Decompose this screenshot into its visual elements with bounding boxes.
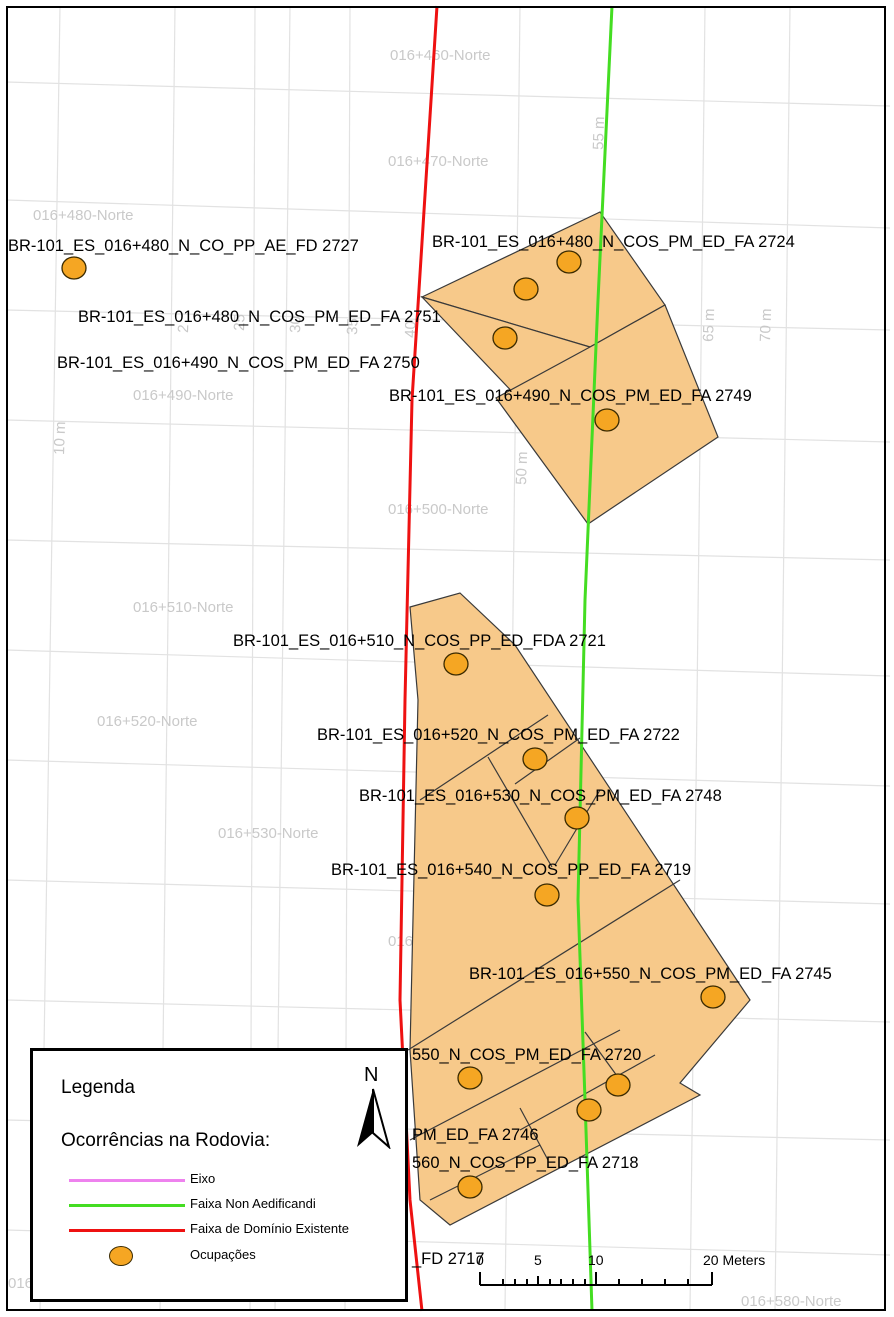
occurrence-label[interactable]: 550_N_COS_PM_ED_FA 2720 — [412, 1046, 641, 1064]
chainage-label: 016+470-Norte — [388, 153, 489, 170]
non-aedificandi-line-icon — [69, 1204, 185, 1207]
occupation-point[interactable] — [594, 408, 620, 432]
chainage-label: 016+520-Norte — [97, 713, 198, 730]
distance-label: 65 m — [700, 308, 718, 342]
north-arrow-icon: N — [357, 1064, 391, 1149]
distance-label: 50 m — [513, 451, 531, 485]
chainage-label: 016+510-Norte — [133, 599, 234, 616]
occurrence-label[interactable]: BR-101_ES_016+480_N_CO_PP_AE_FD 2727 — [8, 237, 359, 255]
occupation-point[interactable] — [522, 747, 548, 771]
ghost-labels: 016+460-Norte 016+470-Norte 016+480-Nort… — [8, 47, 842, 1310]
occupation-point[interactable] — [457, 1175, 483, 1199]
legend-item-dominio: Faixa de Domínio Existente — [33, 1219, 405, 1241]
chainage-label: 016+460-Norte — [390, 47, 491, 64]
legend-title: Legenda — [61, 1077, 135, 1098]
occurrence-label[interactable]: BR-101_ES_016+480_N_COS_PM_ED_FA 2724 — [432, 233, 795, 251]
occupation-point[interactable] — [605, 1073, 631, 1097]
occupation-point[interactable] — [443, 652, 469, 676]
occurrence-label[interactable]: BR-101_ES_016+490_N_COS_PM_ED_FA 2749 — [389, 387, 752, 405]
scale-bar: 0 5 10 20 Meters — [476, 1252, 765, 1286]
legend-subtitle: Ocorrências na Rodovia: — [61, 1130, 271, 1151]
occupation-point[interactable] — [534, 883, 560, 907]
occupation-point[interactable] — [564, 806, 590, 830]
parcel[interactable] — [409, 592, 751, 1226]
legend-item-label: Eixo — [190, 1171, 216, 1186]
occurrence-label[interactable]: BR-101_ES_016+520_N_COS_PM_ED_FA 2722 — [317, 726, 680, 744]
distance-label: 25 — [231, 314, 249, 331]
occupation-point[interactable] — [513, 277, 539, 301]
chainage-label: 016+530-Norte — [218, 825, 319, 842]
chainage-label: 016+480-Norte — [33, 207, 134, 224]
occurrence-label[interactable]: BR-101_ES_016+480_N_COS_PM_ED_FA 2751 — [78, 308, 441, 326]
occupation-point[interactable] — [61, 256, 87, 280]
occurrence-label[interactable]: PM_ED_FA 2746 — [412, 1126, 539, 1144]
dominio-line-icon — [69, 1229, 185, 1232]
occurrence-label[interactable]: BR-101_ES_016+540_N_COS_PP_ED_FA 2719 — [331, 861, 691, 879]
occupation-point[interactable] — [700, 985, 726, 1009]
legend-item-non-aedificandi: Faixa Non Aedificandi — [33, 1194, 405, 1216]
distance-label: 2 — [175, 324, 192, 333]
scale-tick-label: 5 — [534, 1252, 542, 1268]
faixa-non-aedificandi-line[interactable] — [576, 5, 614, 1312]
chainage-label: 016+580-Norte — [741, 1293, 842, 1310]
legend-item-label: Faixa de Domínio Existente — [190, 1221, 349, 1236]
route-lines — [398, 5, 614, 1312]
scale-tick-label: 20 Meters — [703, 1252, 765, 1268]
legend-item-eixo: Eixo — [33, 1169, 405, 1191]
faixa-dominio-line[interactable] — [398, 5, 439, 1312]
occurrence-labels: BR-101_ES_016+480_N_CO_PP_AE_FD 2727 BR-… — [8, 233, 832, 1268]
distance-label: 30 — [287, 316, 305, 333]
distance-label: 35 — [344, 318, 362, 335]
distance-label: 55 m — [590, 116, 608, 150]
occupation-point[interactable] — [457, 1066, 483, 1090]
distance-label: 70 m — [757, 308, 775, 342]
distance-label: 10 m — [51, 421, 69, 455]
north-label: N — [364, 1064, 378, 1086]
occupation-points — [61, 250, 726, 1199]
occupation-point[interactable] — [556, 250, 582, 274]
parcels — [409, 211, 751, 1226]
parcel-divisions — [407, 714, 681, 1201]
occupation-point-icon — [109, 1246, 133, 1266]
occurrence-label[interactable]: BR-101_ES_016+550_N_COS_PM_ED_FA 2745 — [469, 965, 832, 983]
occurrence-label[interactable]: 560_N_COS_PP_ED_FA 2718 — [412, 1154, 639, 1172]
occurrence-label[interactable]: BR-101_ES_016+510_N_COS_PP_ED_FDA 2721 — [233, 632, 606, 650]
occurrence-label[interactable]: BR-101_ES_016+530_N_COS_PM_ED_FA 2748 — [359, 787, 722, 805]
chainage-label: 016+490-Norte — [133, 387, 234, 404]
chainage-label: 016+500-Norte — [388, 501, 489, 518]
occupation-point[interactable] — [492, 326, 518, 350]
eixo-line-icon — [69, 1179, 185, 1182]
scale-tick-label: 10 — [588, 1252, 604, 1268]
legend-item-ocupacoes: Ocupações — [33, 1245, 405, 1267]
occupation-point[interactable] — [576, 1098, 602, 1122]
legend-item-label: Ocupações — [190, 1247, 256, 1262]
scale-tick-label: 0 — [476, 1252, 484, 1268]
legend-item-label: Faixa Non Aedificandi — [190, 1196, 316, 1211]
legend-panel: Legenda Ocorrências na Rodovia: N Eixo F… — [30, 1048, 408, 1302]
occurrence-label[interactable]: BR-101_ES_016+490_N_COS_PM_ED_FA 2750 — [57, 354, 420, 372]
occurrence-label[interactable]: _FD 2717 — [411, 1250, 484, 1268]
